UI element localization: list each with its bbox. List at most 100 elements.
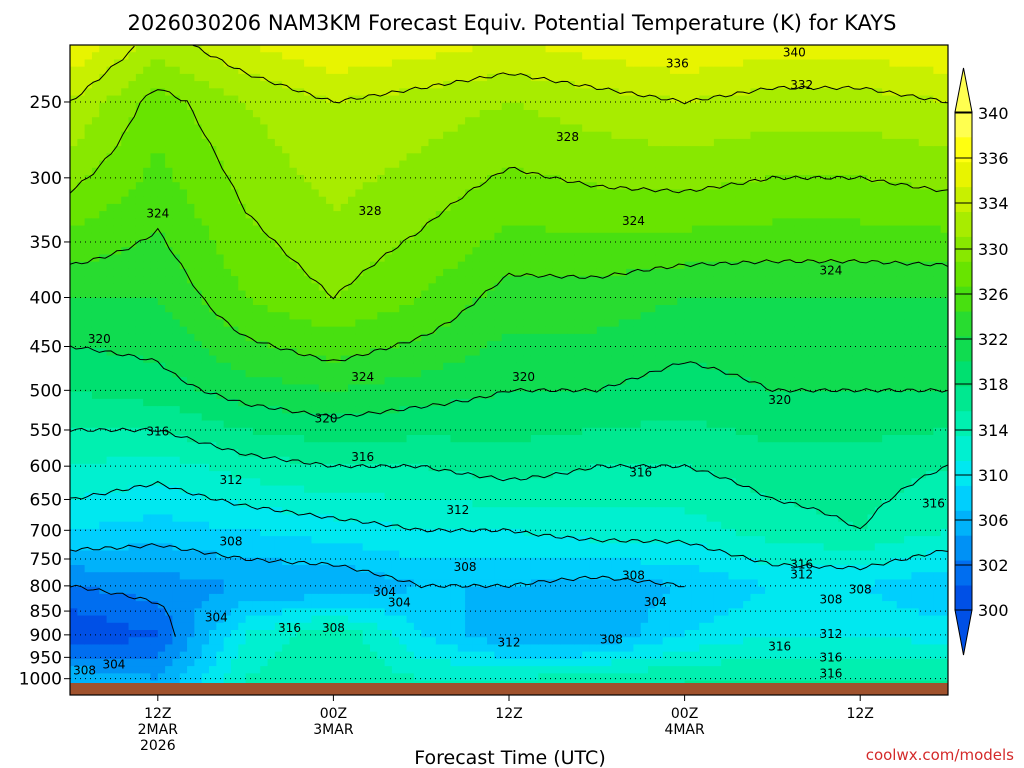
field-cell — [77, 247, 86, 256]
field-cell — [99, 341, 108, 349]
field-cell — [362, 370, 371, 378]
field-cell — [384, 218, 393, 227]
field-cell — [143, 225, 152, 234]
field-cell — [355, 572, 364, 581]
field-cell — [179, 88, 188, 97]
field-cell — [91, 413, 100, 422]
field-cell — [157, 203, 166, 212]
field-cell — [435, 398, 444, 407]
field-cell — [113, 543, 122, 552]
field-cell — [340, 471, 349, 479]
field-cell — [194, 254, 203, 263]
field-cell — [326, 413, 334, 422]
field-cell — [326, 73, 334, 82]
field-cell — [443, 615, 452, 624]
field-cell — [70, 427, 78, 436]
field-cell — [318, 254, 327, 263]
field-cell — [194, 52, 203, 61]
field-cell — [121, 117, 130, 126]
field-cell — [201, 471, 210, 479]
field-cell — [318, 52, 327, 61]
field-cell — [165, 52, 174, 61]
field-cell — [391, 355, 400, 364]
field-cell — [348, 247, 356, 256]
field-cell — [194, 572, 203, 581]
field-cell — [252, 572, 261, 581]
field-cell — [443, 536, 452, 544]
field-cell — [179, 586, 188, 595]
field-cell — [413, 362, 422, 371]
field-cell — [377, 637, 386, 646]
field-cell — [70, 463, 78, 472]
field-cell — [406, 521, 415, 530]
field-cell — [355, 268, 364, 277]
field-cell — [428, 362, 437, 371]
field-cell — [296, 413, 305, 422]
field-cell — [267, 521, 276, 530]
field-cell — [187, 254, 195, 263]
field-cell — [340, 593, 349, 602]
field-cell — [194, 478, 203, 487]
field-cell — [391, 420, 400, 429]
field-cell — [450, 500, 459, 508]
field-cell — [223, 225, 232, 234]
field-cell — [106, 45, 115, 53]
field-cell — [333, 622, 342, 631]
field-cell — [99, 211, 108, 219]
field-cell — [113, 435, 122, 443]
field-cell — [450, 254, 459, 263]
field-cell — [70, 218, 78, 227]
field-cell — [311, 189, 320, 198]
field-cell — [128, 146, 137, 154]
field-cell — [77, 52, 86, 61]
field-cell — [91, 138, 100, 147]
field-cell — [216, 268, 225, 277]
field-cell — [150, 391, 159, 400]
field-cell — [150, 384, 159, 393]
field-cell — [157, 615, 166, 624]
field-cell — [150, 45, 159, 53]
field-cell — [348, 167, 356, 176]
field-cell — [369, 521, 378, 530]
field-cell — [457, 608, 466, 617]
field-cell — [443, 601, 452, 609]
field-cell — [84, 247, 93, 256]
field-cell — [267, 593, 276, 602]
field-cell — [106, 261, 115, 270]
field-cell — [355, 514, 364, 523]
field-cell — [165, 225, 174, 234]
field-cell — [84, 124, 93, 133]
field-cell — [230, 124, 239, 133]
field-cell — [340, 615, 349, 624]
field-cell — [223, 131, 232, 140]
field-cell — [157, 95, 166, 104]
field-cell — [282, 45, 291, 53]
field-cell — [238, 586, 247, 595]
field-cell — [304, 536, 313, 544]
field-cell — [143, 341, 152, 349]
field-cell — [406, 528, 415, 537]
field-cell — [157, 319, 166, 328]
field-cell — [91, 247, 100, 256]
field-cell — [340, 167, 349, 176]
field-cell — [428, 124, 437, 133]
field-cell — [128, 102, 137, 111]
field-cell — [340, 572, 349, 581]
field-cell — [472, 160, 481, 169]
field-cell — [304, 413, 313, 422]
field-cell — [340, 124, 349, 133]
field-cell — [194, 593, 203, 602]
field-cell — [106, 398, 115, 407]
field-cell — [135, 550, 144, 559]
field-cell — [289, 59, 298, 68]
field-cell — [274, 73, 283, 82]
field-cell — [245, 478, 254, 487]
field-cell — [282, 312, 291, 321]
field-cell — [77, 326, 86, 335]
field-cell — [304, 427, 313, 436]
field-cell — [230, 160, 239, 169]
field-cell — [318, 449, 327, 458]
field-cell — [289, 319, 298, 328]
field-cell — [369, 543, 378, 552]
field-cell — [70, 666, 78, 674]
